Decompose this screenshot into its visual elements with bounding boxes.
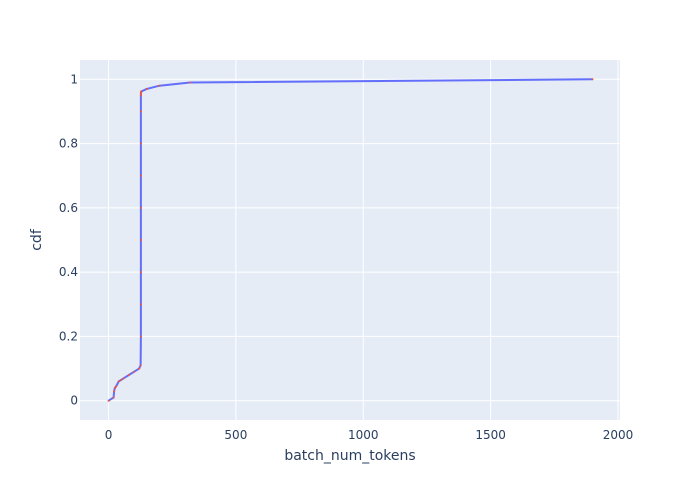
x-tick-label: 500 bbox=[224, 428, 247, 442]
x-axis-title: batch_num_tokens bbox=[284, 448, 415, 464]
y-tick-label: 0 bbox=[70, 394, 78, 408]
cdf-data-point bbox=[145, 87, 148, 90]
cdf-data-point bbox=[158, 84, 161, 87]
cdf-data-point bbox=[139, 94, 142, 97]
cdf-data-point bbox=[133, 370, 135, 373]
y-tick-label: 0.6 bbox=[59, 201, 78, 215]
cdf-data-point bbox=[189, 81, 192, 84]
x-tick-label: 2000 bbox=[603, 428, 634, 442]
x-tick-label: 1000 bbox=[348, 428, 379, 442]
cdf-data-point bbox=[113, 390, 116, 393]
cdf-data-point bbox=[591, 78, 594, 81]
cdf-data-point bbox=[120, 378, 123, 381]
tick-labels: 0 500 1000 1500 2000 0 0.2 0.4 0.6 0.8 1 bbox=[59, 72, 633, 442]
cdf-data-point bbox=[117, 380, 120, 383]
cdf-data-point bbox=[112, 396, 115, 399]
y-tick-label: 1 bbox=[70, 72, 78, 86]
cdf-data-point bbox=[139, 239, 142, 241]
cdf-data-point bbox=[139, 335, 142, 338]
y-tick-label: 0.2 bbox=[59, 329, 78, 343]
cdf-data-point bbox=[138, 367, 141, 370]
cdf-data-point bbox=[139, 110, 142, 113]
cdf-data-point bbox=[139, 271, 142, 274]
x-tick-label: 1500 bbox=[475, 428, 506, 442]
grid-lines bbox=[80, 60, 620, 420]
cdf-data-point bbox=[127, 374, 130, 376]
y-tick-label: 0.4 bbox=[59, 265, 78, 279]
cdf-data-point bbox=[140, 90, 143, 93]
cdf-data-point bbox=[107, 399, 110, 402]
cdf-data-point bbox=[139, 206, 142, 209]
cdf-data-point bbox=[139, 364, 142, 367]
cdf-data-point bbox=[122, 377, 125, 380]
cdf-data-point bbox=[139, 92, 142, 95]
cdf-data-point bbox=[139, 174, 142, 177]
cdf-data-point bbox=[139, 142, 142, 145]
cdf-data-point bbox=[115, 385, 118, 388]
series-layer bbox=[107, 78, 594, 402]
cdf-data-point bbox=[113, 386, 116, 389]
y-axis-title: cdf bbox=[29, 228, 45, 251]
y-tick-label: 0.8 bbox=[59, 137, 78, 151]
plot-background bbox=[80, 60, 620, 420]
x-tick-label: 0 bbox=[105, 428, 113, 442]
cdf-data-point bbox=[139, 303, 142, 306]
